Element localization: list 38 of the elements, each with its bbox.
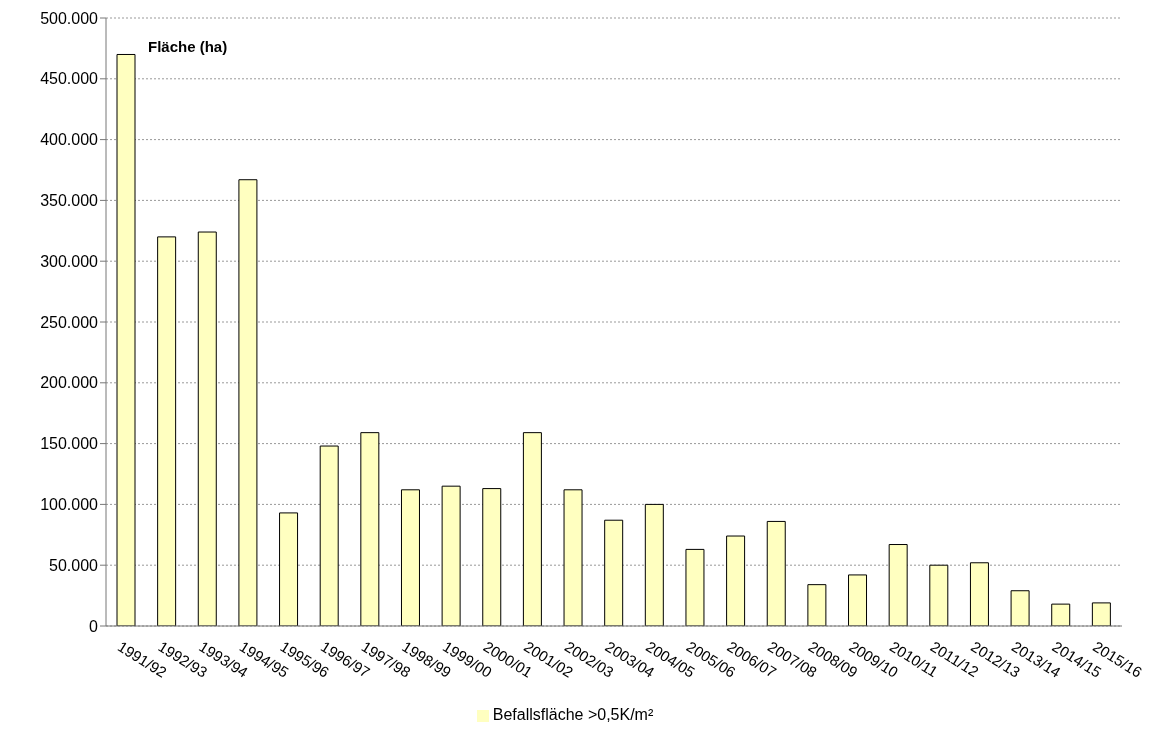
bar [766,520,786,626]
y-tick-label: 150.000 [40,435,99,453]
bar [685,548,705,626]
bar [604,519,624,626]
bar [1091,602,1111,626]
bar [522,432,542,626]
y-tick-label: 450.000 [40,70,99,88]
y-tick-label: 250.000 [40,313,99,331]
bar [360,432,380,626]
bar [929,564,949,626]
bar [319,445,339,626]
bar [482,488,502,626]
y-tick-label: 400.000 [40,131,99,149]
bar [807,584,827,626]
bar [197,231,217,626]
bar [1051,603,1071,626]
y-tick-label: 0 [89,617,99,635]
bar [116,53,136,626]
y-tick-label: 100.000 [40,496,99,514]
y-axis-title: Fläche (ha) [148,38,228,55]
y-tick-label: 300.000 [40,252,99,270]
bar [1010,590,1030,626]
bar [848,574,868,626]
y-tick-label: 350.000 [40,192,99,210]
legend-label: Befallsfläche >0,5K/m² [492,706,654,723]
y-tick-label: 500.000 [40,9,99,27]
y-tick-label: 50.000 [49,556,99,574]
y-tick-label: 200.000 [40,374,99,392]
bar [279,512,299,626]
bar [969,562,989,626]
bar [888,544,908,626]
bar [563,489,583,626]
bar [441,485,461,626]
bar [400,489,420,626]
bar [644,503,664,626]
bar [157,236,177,626]
bar [726,535,746,626]
bar [238,179,258,626]
